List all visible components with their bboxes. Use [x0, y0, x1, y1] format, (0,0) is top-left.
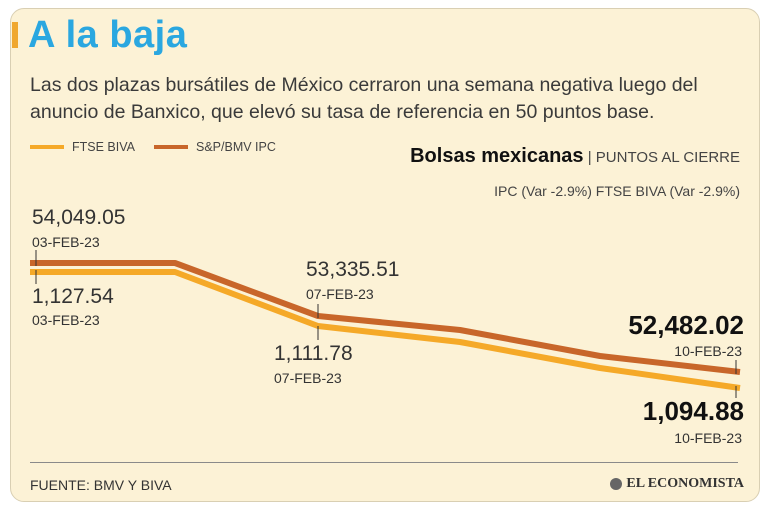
ftse-value-end: 1,094.88 — [642, 396, 744, 426]
series-line-ftse — [30, 269, 741, 391]
ipc-value-start: 54,049.05 — [32, 206, 126, 229]
ipc-value-end: 52,482.02 — [628, 310, 744, 340]
legend-label-ipc: S&P/BMV IPC — [196, 140, 276, 154]
legend-item-ipc: S&P/BMV IPC — [154, 140, 276, 154]
ftse-value-start: 1,127.54 — [32, 285, 114, 308]
legend-label-ftse: FTSE BIVA — [72, 140, 135, 154]
brand-mark-icon — [610, 478, 623, 490]
legend-item-ftse: FTSE BIVA — [30, 140, 135, 154]
ipc-date-mid: 07-FEB-23 — [306, 286, 374, 302]
legend-swatch-ftse — [30, 145, 64, 149]
footer-divider — [30, 462, 738, 463]
brand-logo: EL ECONOMISTA — [610, 476, 744, 492]
brand-name: EL ECONOMISTA — [626, 476, 744, 491]
ftse-value-mid: 1,111.78 — [274, 342, 353, 365]
page-title: A la baja — [28, 14, 188, 56]
legend-swatch-ipc — [154, 145, 188, 149]
source-note: FUENTE: BMV Y BIVA — [30, 477, 172, 493]
ipc-date-end: 10-FEB-23 — [674, 343, 742, 359]
chart-title-suffix: | PUNTOS AL CIERRE — [587, 149, 740, 166]
chart-title-main: Bolsas mexicanas — [410, 145, 584, 167]
ipc-value-mid: 53,335.51 — [306, 258, 400, 281]
ipc-date-start: 03-FEB-23 — [32, 234, 100, 250]
series-line-ipc — [30, 260, 741, 375]
ftse-date-end: 10-FEB-23 — [674, 430, 742, 446]
infographic-card — [10, 8, 760, 502]
subtitle: Las dos plazas bursátiles de México cerr… — [30, 74, 698, 123]
ftse-date-mid: 07-FEB-23 — [274, 370, 342, 386]
ftse-date-start: 03-FEB-23 — [32, 312, 100, 328]
title-accent — [12, 22, 18, 48]
chart-title: Bolsas mexicanas | PUNTOS AL CIERRE — [410, 145, 740, 168]
chart-subtitle: IPC (Var -2.9%) FTSE BIVA (Var -2.9%) — [494, 183, 740, 199]
